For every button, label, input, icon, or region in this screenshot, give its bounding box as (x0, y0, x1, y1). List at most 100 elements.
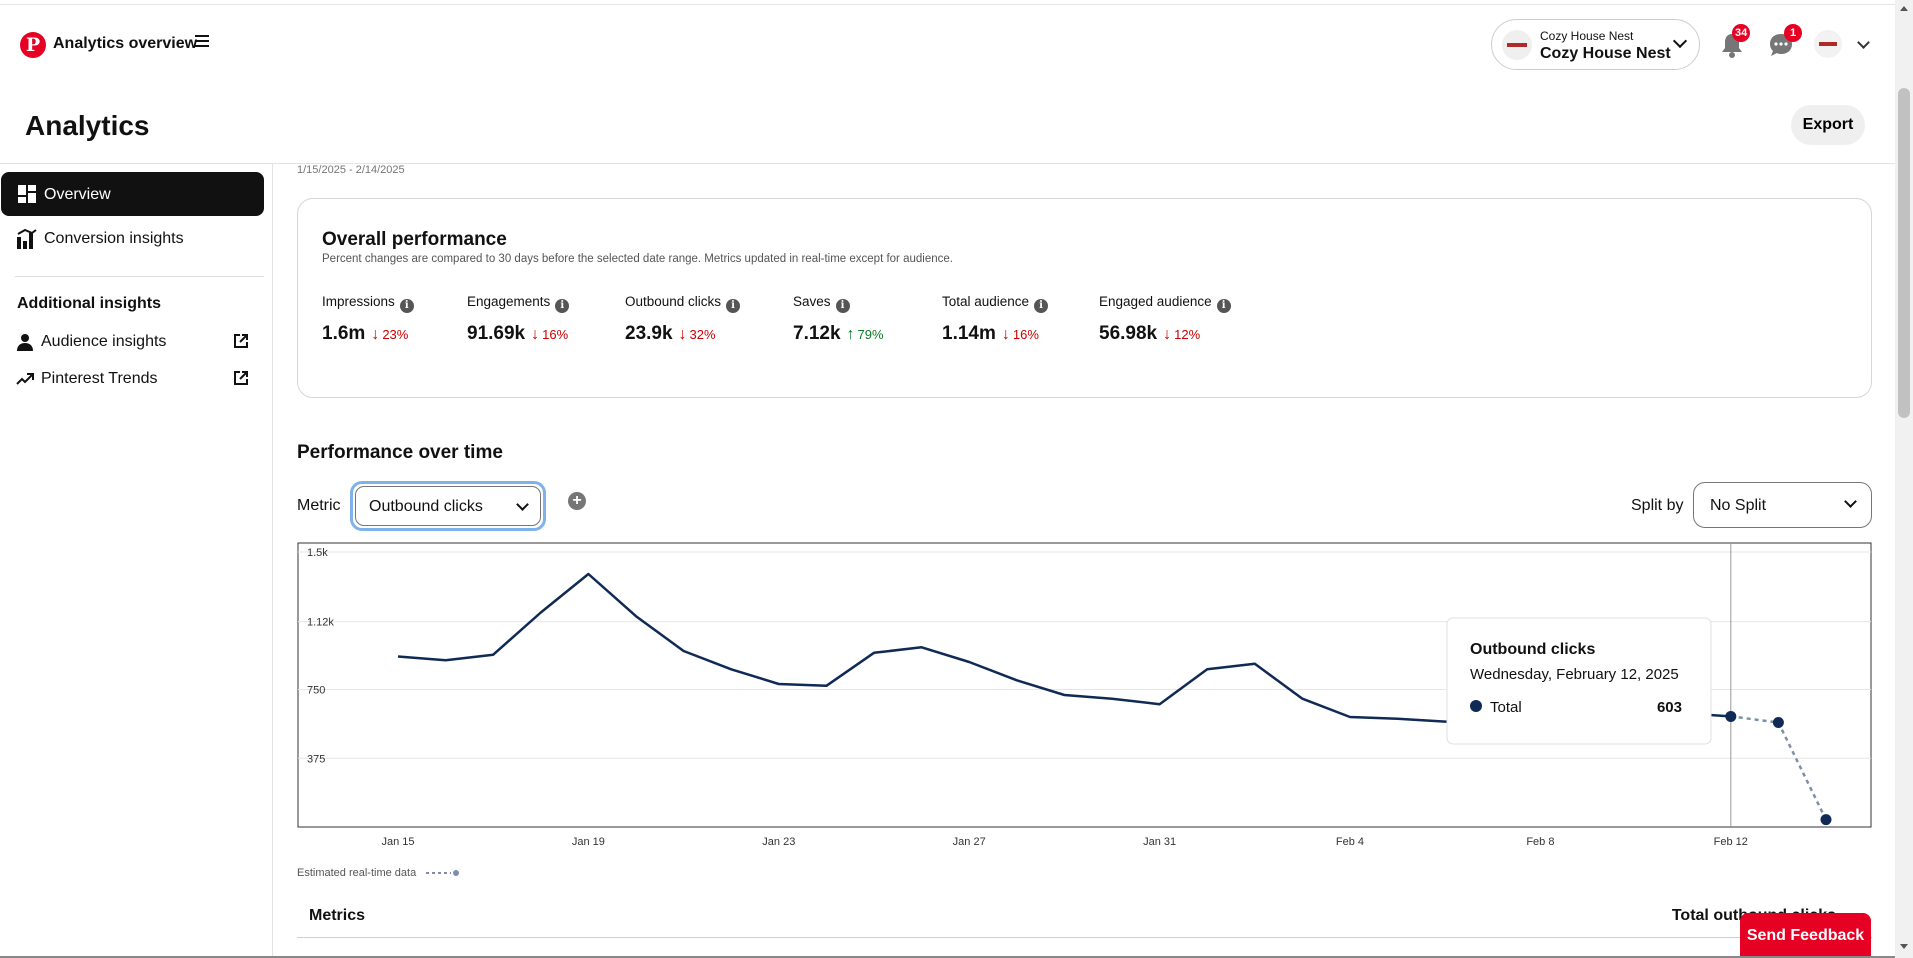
metric-select-value: Outbound clicks (369, 498, 483, 515)
conversion-icon (17, 229, 37, 249)
info-icon[interactable]: i (1034, 299, 1049, 313)
notifications-button[interactable]: 34 (1716, 24, 1751, 62)
overall-performance-title: Overall performance (322, 229, 507, 250)
y-tick-label: 750 (307, 685, 325, 697)
sidebar-item-pinterest-trends[interactable]: Pinterest Trends (1, 359, 264, 399)
additional-insights-heading: Additional insights (17, 295, 161, 312)
add-metric-button[interactable]: + (568, 492, 586, 510)
page-title: Analytics (25, 110, 150, 141)
sidebar-item-conversion-insights[interactable]: Conversion insights (1, 219, 264, 259)
header-divider (0, 163, 1895, 164)
x-tick-label: Jan 31 (1143, 836, 1176, 848)
split-by-select[interactable]: No Split (1693, 482, 1872, 528)
pinterest-logo-icon[interactable]: P (20, 32, 46, 58)
x-tick-label: Jan 23 (762, 836, 795, 848)
metric-value: 7.12k (793, 323, 841, 344)
metric-saves: Saves i 7.12k ↑ 79% (793, 294, 884, 345)
external-link-icon (234, 334, 248, 348)
line-chart[interactable]: 1.5k 1.12k 750 375 Jan 15 Jan 19 Jan 23 Jan 27 J… (297, 542, 1872, 852)
scroll-up-icon[interactable] (1900, 6, 1908, 11)
arrow-down-icon: ↓ (1163, 326, 1172, 343)
info-icon[interactable]: i (555, 299, 570, 313)
sidebar-item-label: Pinterest Trends (41, 370, 158, 387)
menu-icon[interactable] (195, 35, 209, 47)
metric-outbound-clicks: Outbound clicks i 23.9k ↓ 32% (625, 294, 741, 345)
sidebar-item-label: Overview (44, 186, 111, 203)
scroll-down-icon[interactable] (1900, 944, 1908, 949)
app-title[interactable]: Analytics overview (53, 35, 198, 52)
data-point-selected (1725, 710, 1737, 722)
external-link-icon (234, 371, 248, 385)
scrollbar-thumb[interactable] (1898, 88, 1910, 418)
account-small-label: Cozy House Nest (1540, 29, 1634, 43)
metric-name: Impressions (322, 294, 395, 309)
series-line-estimated (1730, 715, 1828, 821)
metric-change: 23% (382, 327, 409, 342)
chevron-down-icon[interactable] (1857, 36, 1870, 49)
tooltip-date: Wednesday, February 12, 2025 (1470, 666, 1679, 683)
y-tick-label: 1.12k (307, 617, 334, 629)
metric-engagements: Engagements i 91.69k ↓ 16% (467, 294, 570, 345)
metric-change: 79% (857, 327, 884, 342)
estimated-legend-icon (426, 870, 460, 877)
date-range: 1/15/2025 - 2/14/2025 (297, 164, 405, 176)
metric-name: Total audience (942, 294, 1030, 309)
chevron-down-icon (1844, 495, 1857, 508)
tooltip-series-marker (1470, 700, 1482, 712)
profile-avatar[interactable] (1814, 30, 1842, 58)
metric-total-audience: Total audience i 1.14m ↓ 16% (942, 294, 1049, 345)
metric-value: 91.69k (467, 323, 526, 344)
account-avatar (1502, 30, 1532, 60)
chart-frame (297, 542, 1872, 828)
messages-badge: 1 (1784, 24, 1802, 42)
metric-name: Saves (793, 294, 831, 309)
arrow-down-icon: ↓ (1001, 326, 1010, 343)
metric-value: 1.6m (322, 323, 366, 344)
chart-tooltip: Outbound clicks Wednesday, February 12, 2… (1446, 617, 1712, 745)
x-tick-label: Feb 4 (1336, 836, 1364, 848)
metric-name: Outbound clicks (625, 294, 722, 309)
info-icon[interactable]: i (399, 299, 414, 313)
metric-select-label: Metric (297, 497, 341, 514)
metric-value: 56.98k (1099, 323, 1158, 344)
account-switcher[interactable]: Cozy House Nest Cozy House Nest (1491, 19, 1700, 70)
person-icon (17, 334, 33, 351)
metric-name: Engagements (467, 294, 551, 309)
metric-value: 23.9k (625, 323, 673, 344)
metric-select-inner (355, 486, 541, 526)
split-by-value: No Split (1710, 497, 1767, 514)
tooltip-value: 603 (1657, 699, 1682, 716)
x-tick-label: Feb 12 (1714, 836, 1748, 848)
y-tick-label: 375 (307, 753, 325, 765)
sidebar-divider (15, 276, 264, 277)
notifications-badge: 34 (1732, 24, 1751, 42)
metric-select[interactable]: Outbound clicks (350, 481, 546, 531)
sidebar-item-overview[interactable]: Overview (1, 172, 264, 216)
export-button[interactable]: Export (1791, 105, 1865, 145)
sidebar-item-label: Conversion insights (44, 230, 184, 247)
info-icon[interactable]: i (1216, 299, 1231, 313)
chevron-down-icon (1672, 33, 1688, 49)
tooltip-title: Outbound clicks (1470, 641, 1595, 658)
arrow-up-icon: ↑ (846, 326, 855, 343)
arrow-down-icon: ↓ (678, 326, 687, 343)
send-feedback-button[interactable]: Send Feedback (1740, 913, 1871, 958)
sidebar-item-audience-insights[interactable]: Audience insights (1, 322, 264, 362)
info-icon[interactable]: i (835, 299, 850, 313)
arrow-down-icon: ↓ (531, 326, 540, 343)
metrics-heading: Metrics (309, 907, 366, 924)
messages-button[interactable]: 1 (1764, 24, 1802, 62)
estimated-legend: Estimated real-time data (297, 867, 461, 879)
data-point-estimated (1772, 717, 1784, 728)
tooltip-series-name: Total (1490, 699, 1522, 716)
metric-change: 16% (542, 327, 569, 342)
sidebar-divider-vertical (272, 163, 273, 958)
metric-change: 16% (1012, 327, 1039, 342)
metric-change: 12% (1174, 327, 1201, 342)
metric-impressions: Impressions i 1.6m ↓ 23% (322, 294, 414, 345)
metrics-table-header: Metrics Total outbound clicks (297, 895, 1872, 938)
info-icon[interactable]: i (726, 299, 741, 313)
trend-icon (16, 373, 34, 385)
x-tick-label: Feb 8 (1526, 836, 1554, 848)
x-tick-label: Jan 27 (953, 836, 986, 848)
